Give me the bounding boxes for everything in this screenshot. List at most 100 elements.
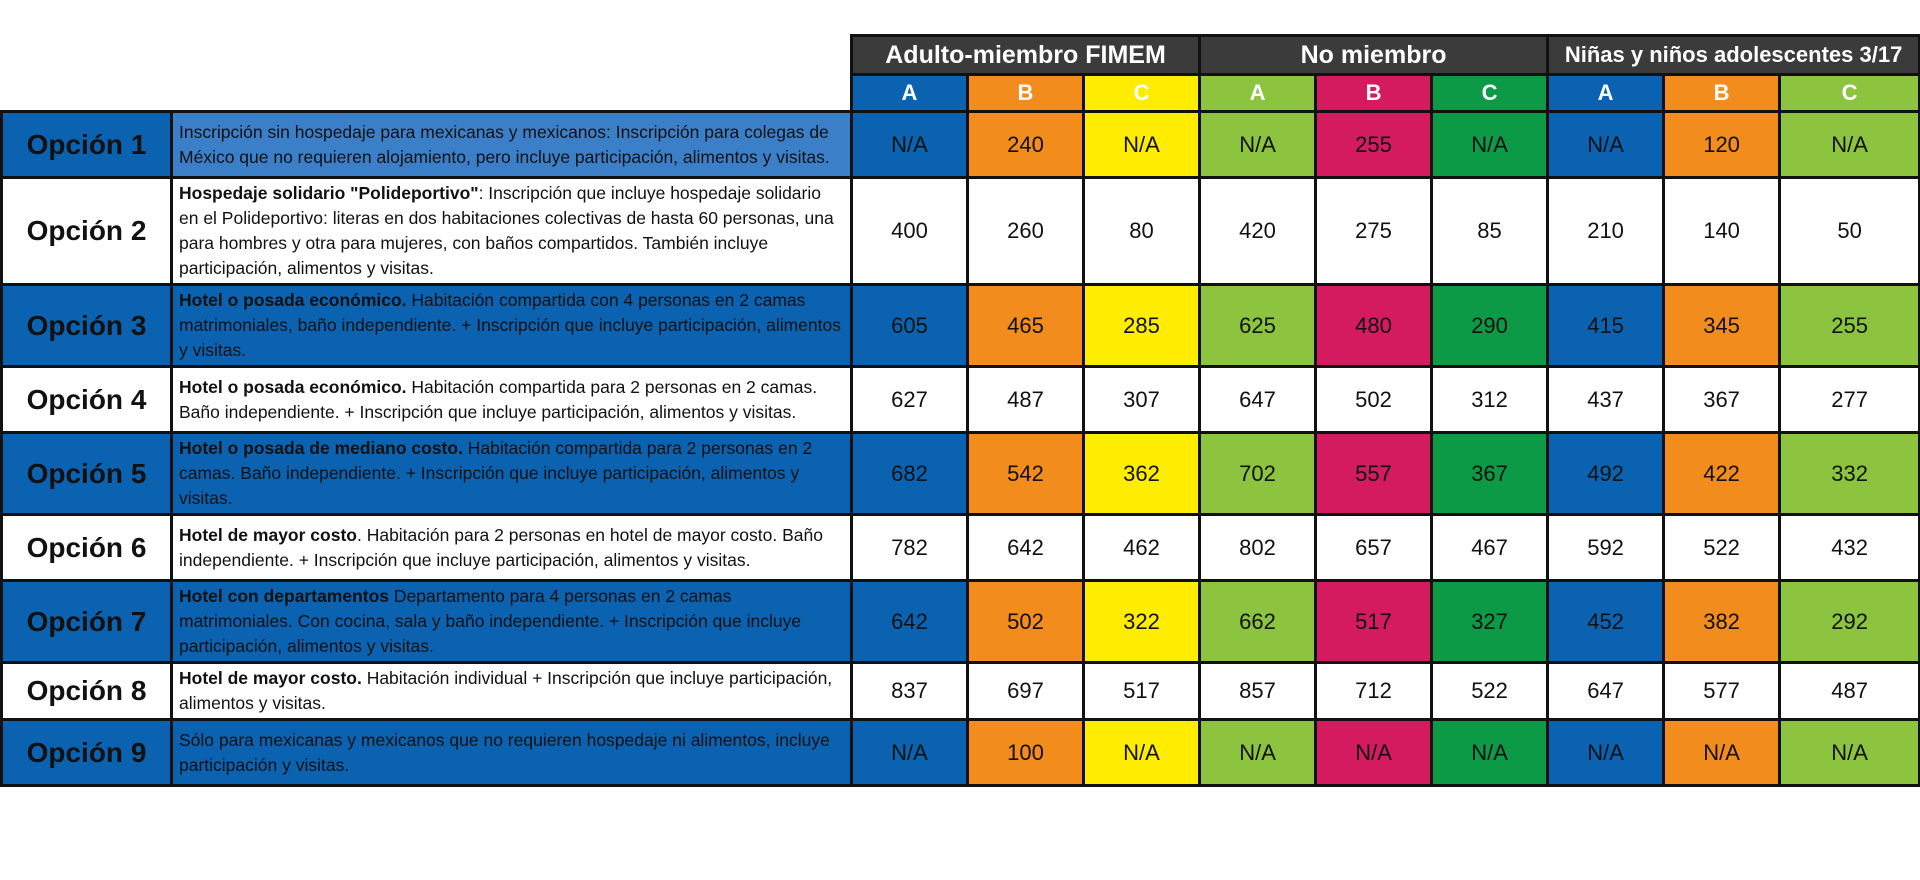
option-row: Opción 2 Hospedaje solidario "Polideporti… bbox=[0, 176, 1920, 286]
option-description: Hotel o posada de mediano costo. Habitac… bbox=[170, 431, 853, 516]
price-cell: 802 bbox=[1198, 513, 1318, 582]
price-cell: N/A bbox=[1546, 110, 1666, 179]
option-description-text: : Inscripción que incluye hospedaje soli… bbox=[179, 183, 834, 278]
price-cell: 50 bbox=[1778, 176, 1920, 286]
price-cell: 327 bbox=[1430, 579, 1550, 664]
price-cell: 367 bbox=[1662, 365, 1782, 434]
price-cell: 100 bbox=[966, 718, 1085, 787]
price-cell: 290 bbox=[1430, 283, 1550, 368]
price-cell: 275 bbox=[1314, 176, 1434, 286]
option-label: Opción 5 bbox=[0, 431, 173, 516]
price-cell: 712 bbox=[1314, 661, 1434, 721]
option-description-text: Sólo para mexicanas y mexicanos que no r… bbox=[179, 729, 830, 775]
price-cell: 702 bbox=[1198, 431, 1318, 516]
price-cell: N/A bbox=[1198, 110, 1318, 179]
price-cell: 837 bbox=[850, 661, 969, 721]
price-cell: 432 bbox=[1778, 513, 1920, 582]
price-cell: N/A bbox=[850, 718, 969, 787]
option-label: Opción 3 bbox=[0, 283, 173, 368]
option-description: Inscripción sin hospedaje para mexicanas… bbox=[170, 110, 853, 179]
option-description: Hotel de mayor costo. Habitación individ… bbox=[170, 661, 853, 721]
option-description: Sólo para mexicanas y mexicanos que no r… bbox=[170, 718, 853, 787]
price-cell: 292 bbox=[1778, 579, 1920, 664]
option-row: Opción 8 Hotel de mayor costo. Habitación… bbox=[0, 661, 1920, 721]
option-description-text: Habitación compartida para 2 personas en… bbox=[179, 438, 813, 508]
option-description: Hospedaje solidario "Polideportivo": Ins… bbox=[170, 176, 853, 286]
col-header-1-a: A bbox=[850, 73, 969, 113]
option-description-text: Inscripción sin hospedaje para mexicanas… bbox=[179, 121, 830, 167]
price-cell: 682 bbox=[850, 431, 969, 516]
price-cell: 577 bbox=[1662, 661, 1782, 721]
header-spacer bbox=[1, 35, 852, 75]
option-label: Opción 7 bbox=[0, 579, 173, 664]
option-row: Opción 3 Hotel o posada económico. Habit… bbox=[0, 283, 1920, 368]
price-cell: 480 bbox=[1314, 283, 1434, 368]
option-description-bold: Hotel con departamentos bbox=[179, 586, 390, 606]
price-cell: N/A bbox=[1546, 718, 1666, 787]
option-description-text: Departamento para 4 personas en 2 camas … bbox=[179, 586, 802, 656]
price-cell: 487 bbox=[966, 365, 1085, 434]
price-cell: N/A bbox=[1198, 718, 1318, 787]
price-cell: 120 bbox=[1662, 110, 1782, 179]
option-row: Opción 4 Hotel o posada económico. Habita… bbox=[0, 365, 1920, 434]
price-cell: N/A bbox=[1430, 110, 1550, 179]
price-cell: 400 bbox=[850, 176, 969, 286]
price-cell: 857 bbox=[1198, 661, 1318, 721]
option-description: Hotel o posada económico. Habitación com… bbox=[170, 365, 853, 434]
price-cell: 465 bbox=[966, 283, 1085, 368]
group-header-row: Adulto-miembro FIMEM No miembro Niñas y … bbox=[1, 34, 1920, 76]
price-cell: 517 bbox=[1314, 579, 1434, 664]
price-cell: 382 bbox=[1662, 579, 1782, 664]
option-description: Hotel de mayor costo. Habitación para 2 … bbox=[170, 513, 853, 582]
col-header-2-a: A bbox=[1198, 73, 1318, 113]
option-description-bold: Hotel de mayor costo bbox=[179, 524, 357, 545]
group-header-ninos: Niñas y niños adolescentes 3/17 bbox=[1546, 34, 1920, 76]
col-header-3-c: C bbox=[1778, 73, 1920, 113]
price-cell: 255 bbox=[1314, 110, 1434, 179]
price-cell: 517 bbox=[1081, 661, 1202, 721]
price-cell: 627 bbox=[850, 365, 969, 434]
group-header-adulto: Adulto-miembro FIMEM bbox=[849, 34, 1202, 76]
col-header-3-b: B bbox=[1662, 73, 1782, 113]
price-cell: 277 bbox=[1778, 365, 1920, 434]
price-cell: 662 bbox=[1198, 579, 1318, 664]
price-cell: 452 bbox=[1546, 579, 1666, 664]
col-header-1-c: C bbox=[1081, 73, 1202, 113]
price-cell: N/A bbox=[1430, 718, 1550, 787]
price-cell: 210 bbox=[1546, 176, 1666, 286]
options-body: Opción 1 Inscripción sin hospedaje para m… bbox=[0, 110, 1920, 787]
option-description-text: Habitación compartida con 4 personas en … bbox=[179, 290, 841, 360]
price-cell: N/A bbox=[1662, 718, 1782, 787]
price-cell: 502 bbox=[1314, 365, 1434, 434]
price-cell: 625 bbox=[1198, 283, 1318, 368]
price-cell: 80 bbox=[1081, 176, 1202, 286]
price-cell: 367 bbox=[1430, 431, 1550, 516]
option-description-bold: Hotel o posada económico. bbox=[179, 290, 407, 310]
price-cell: N/A bbox=[850, 110, 969, 179]
price-cell: N/A bbox=[1778, 718, 1920, 787]
price-cell: 642 bbox=[966, 513, 1085, 582]
price-table: Adulto-miembro FIMEM No miembro Niñas y … bbox=[0, 34, 1920, 787]
option-row: Opción 5 Hotel o posada de mediano costo.… bbox=[0, 431, 1920, 516]
price-cell: 605 bbox=[850, 283, 969, 368]
price-cell: 260 bbox=[966, 176, 1085, 286]
option-label: Opción 4 bbox=[0, 365, 173, 434]
price-cell: 542 bbox=[966, 431, 1085, 516]
option-description-text: . Habitación para 2 personas en hotel de… bbox=[179, 524, 823, 570]
option-description-text: Habitación compartida para 2 personas en… bbox=[179, 376, 818, 422]
price-cell: N/A bbox=[1314, 718, 1434, 787]
price-cell: 647 bbox=[1546, 661, 1666, 721]
price-cell: 255 bbox=[1778, 283, 1920, 368]
option-row: Opción 1 Inscripción sin hospedaje para m… bbox=[0, 110, 1920, 179]
price-cell: 657 bbox=[1314, 513, 1434, 582]
option-description-text: Habitación individual + Inscripción que … bbox=[179, 668, 833, 713]
price-cell: N/A bbox=[1081, 718, 1202, 787]
price-cell: 415 bbox=[1546, 283, 1666, 368]
price-cell: 647 bbox=[1198, 365, 1318, 434]
col-header-3-a: A bbox=[1546, 73, 1666, 113]
price-cell: 422 bbox=[1662, 431, 1782, 516]
option-label: Opción 6 bbox=[0, 513, 173, 582]
option-row: Opción 7 Hotel con departamentos Departam… bbox=[0, 579, 1920, 664]
option-row: Opción 9 Sólo para mexicanas y mexicanos … bbox=[0, 718, 1920, 787]
